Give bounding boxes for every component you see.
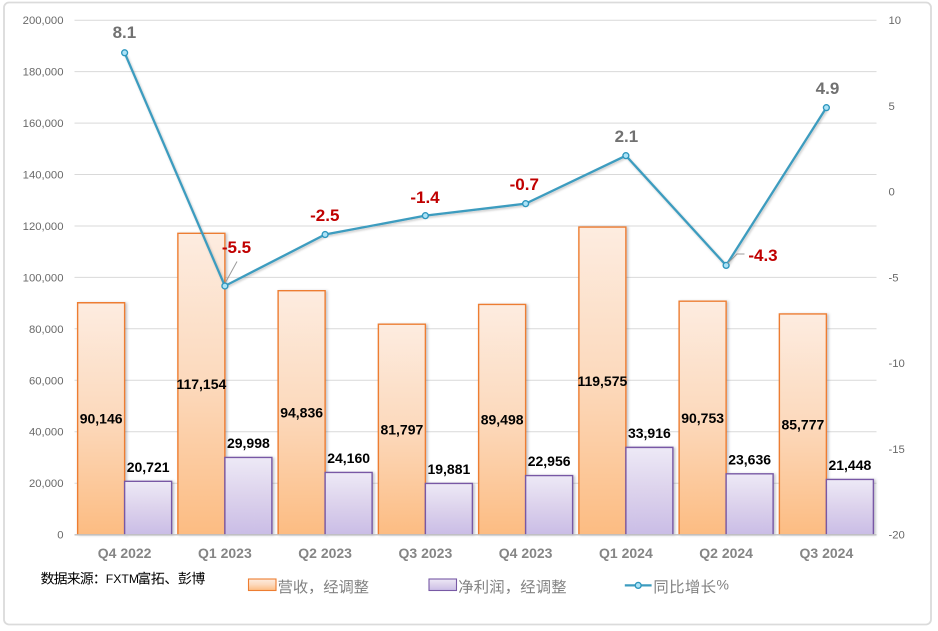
svg-text:4.9: 4.9 [816, 79, 840, 98]
svg-text:8.1: 8.1 [113, 23, 137, 42]
svg-text:119,575: 119,575 [577, 373, 627, 389]
svg-text:40,000: 40,000 [29, 427, 64, 439]
svg-text:160,000: 160,000 [23, 118, 64, 130]
svg-text:2.1: 2.1 [615, 127, 639, 146]
svg-text:0: 0 [889, 187, 895, 199]
svg-text:24,160: 24,160 [327, 450, 370, 466]
svg-text:Q1 2023: Q1 2023 [198, 545, 252, 561]
svg-text:Q4 2023: Q4 2023 [499, 545, 553, 561]
svg-text:90,753: 90,753 [681, 410, 724, 426]
svg-text:%: % [717, 577, 729, 593]
svg-text:-4.3: -4.3 [748, 246, 777, 265]
svg-text:-20: -20 [889, 530, 905, 542]
svg-text:20,721: 20,721 [127, 459, 170, 475]
svg-text:-10: -10 [889, 358, 905, 370]
svg-text:-5: -5 [889, 272, 899, 284]
svg-text:0: 0 [57, 530, 63, 542]
svg-text:Q3 2023: Q3 2023 [399, 545, 453, 561]
svg-text:81,797: 81,797 [380, 421, 423, 437]
svg-text:22,956: 22,956 [528, 453, 571, 469]
svg-text:Q3 2024: Q3 2024 [800, 545, 854, 561]
svg-text:-1.4: -1.4 [410, 188, 440, 207]
svg-text:80,000: 80,000 [29, 324, 64, 336]
svg-text:Q2 2023: Q2 2023 [298, 545, 352, 561]
svg-text:33,916: 33,916 [628, 425, 671, 441]
svg-text:90,146: 90,146 [80, 411, 123, 427]
svg-text:-2.5: -2.5 [310, 206, 339, 225]
svg-text:10: 10 [889, 15, 902, 27]
svg-text:23,636: 23,636 [728, 451, 771, 467]
svg-text:Q4 2022: Q4 2022 [98, 545, 152, 561]
svg-text:200,000: 200,000 [23, 15, 64, 27]
svg-text:89,498: 89,498 [481, 412, 524, 428]
svg-text:120,000: 120,000 [23, 221, 64, 233]
svg-text:180,000: 180,000 [23, 67, 64, 79]
svg-text:-5.5: -5.5 [222, 238, 251, 257]
svg-text:FXTM: FXTM [106, 572, 139, 586]
svg-text:29,998: 29,998 [227, 435, 270, 451]
svg-text:94,836: 94,836 [280, 405, 323, 421]
svg-text:Q2 2024: Q2 2024 [699, 545, 753, 561]
svg-text:20,000: 20,000 [29, 478, 64, 490]
svg-text:140,000: 140,000 [23, 170, 64, 182]
svg-text:-0.7: -0.7 [510, 175, 539, 194]
svg-text:60,000: 60,000 [29, 375, 64, 387]
svg-text:19,881: 19,881 [427, 461, 470, 477]
svg-text:Q1 2024: Q1 2024 [599, 545, 653, 561]
svg-text:21,448: 21,448 [828, 457, 871, 473]
svg-text:117,154: 117,154 [176, 376, 226, 392]
svg-text:85,777: 85,777 [781, 416, 824, 432]
svg-text:5: 5 [889, 101, 895, 113]
svg-text:100,000: 100,000 [23, 272, 64, 284]
svg-text:-15: -15 [889, 444, 905, 456]
